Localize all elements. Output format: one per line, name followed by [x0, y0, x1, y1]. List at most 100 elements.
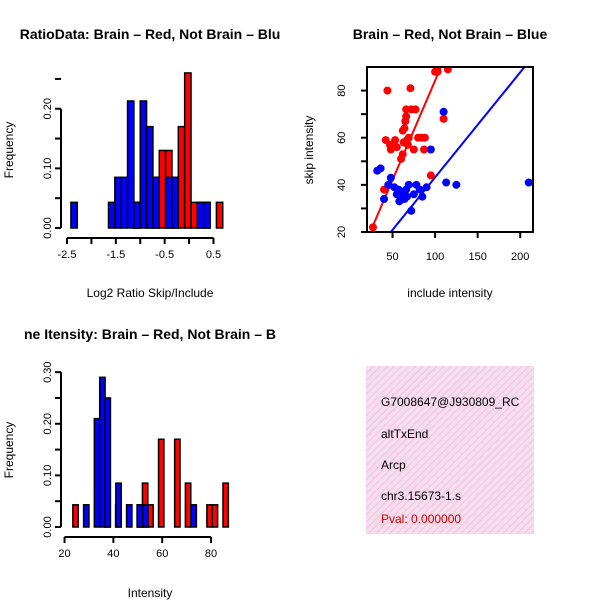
bar-red-11 [222, 482, 230, 528]
bar-blue-4 [126, 100, 135, 229]
scatter-ylabel: skip intensity [302, 116, 316, 185]
scatter-x-tick-label-1: 100 [426, 251, 444, 263]
bar-blue-9 [164, 176, 173, 229]
point-red-9 [398, 150, 407, 159]
bar-blue-5 [125, 504, 133, 528]
info-gene: Arcp [381, 458, 406, 472]
bar-blue-1 [93, 417, 101, 528]
scatter-xlabel: include intensity [407, 286, 492, 300]
ratio-histogram-ylabel: Frequency [2, 122, 16, 179]
point-blue-13 [403, 192, 412, 201]
info-panel-box: G7008647@J930809_RC altTxEnd Arcp chr3.1… [366, 366, 534, 534]
scatter-y-tick-label-3: 80 [336, 84, 348, 96]
scatter-y-tick-label-2: 60 [336, 132, 348, 144]
info-pval: Pval: 0.000000 [381, 512, 461, 526]
bar-blue-8 [190, 504, 198, 528]
bar-blue-6 [136, 504, 144, 528]
bar-blue-6 [139, 100, 148, 229]
point-blue-4 [386, 173, 395, 182]
bar-blue-12 [202, 201, 211, 229]
point-blue-2 [380, 195, 389, 203]
point-red-26 [420, 133, 429, 142]
point-blue-14 [404, 180, 413, 189]
scatter-y-tick-label-1: 40 [336, 179, 348, 191]
scatter-title: Brain – Red, Not Brain – Blue [353, 26, 548, 42]
scatter-marks [368, 67, 533, 232]
bar-red-6 [177, 125, 186, 229]
point-blue-15 [407, 206, 416, 215]
info-panel: G7008647@J930809_RC altTxEnd Arcp chr3.1… [366, 366, 534, 534]
intensity-histogram-ylabel: Frequency [2, 422, 16, 479]
fit-line-blue [390, 67, 526, 232]
bar-red-0 [72, 504, 79, 528]
bar-blue-4 [115, 482, 122, 528]
point-red-7 [392, 143, 401, 152]
x-tick-label-0: -2.5 [58, 249, 77, 261]
x-tick-label-2: -0.5 [155, 249, 174, 261]
bar-blue-7 [145, 125, 154, 229]
point-blue-1 [376, 164, 385, 173]
bar-blue-2 [114, 176, 122, 229]
bar-blue-0 [82, 504, 90, 528]
bar-blue-3 [120, 176, 129, 229]
point-blue-22 [439, 107, 448, 116]
y-tick-label-3: 0.30 [42, 361, 54, 382]
point-red-3 [383, 86, 392, 95]
intensity-scatter: Brain – Red, Not Brain – Blue 50 100 150 20… [302, 26, 547, 300]
point-blue-25 [524, 178, 533, 187]
bar-blue-11 [196, 201, 205, 229]
intensity-histogram-xlabel: Intensity [128, 586, 173, 600]
intensity-histogram-bars [72, 376, 230, 528]
x-tick-label-1: -1.5 [106, 249, 125, 261]
ratio-histogram-axes: 0.00 0.10 0.20 -2.5 -1.5 -0.5 0.5 [42, 77, 221, 261]
ratio-histogram-title: RatioData: Brain – Red, Not Brain – Blu [20, 26, 281, 42]
point-blue-19 [418, 192, 427, 201]
bar-blue-0 [70, 201, 79, 229]
bar-blue-1 [107, 201, 116, 229]
y-tick-label-0: 0.00 [42, 516, 54, 537]
point-blue-23 [442, 178, 451, 187]
point-red-31 [443, 67, 452, 74]
y-tick-label-1: 0.10 [42, 465, 54, 486]
point-blue-20 [422, 183, 431, 192]
point-red-30 [439, 114, 448, 123]
x-tick-label-3: 0.5 [206, 249, 221, 261]
point-red-22 [411, 105, 420, 114]
info-id: G7008647@J930809_RC [381, 395, 520, 409]
bar-red-10 [211, 504, 219, 528]
point-blue-24 [452, 180, 461, 189]
bar-red-7 [183, 72, 192, 229]
scatter-x-tick-label-2: 150 [468, 251, 486, 263]
intensity-histogram-title: ne Itensity: Brain – Red, Not Brain – B [24, 326, 276, 342]
point-red-6 [391, 136, 400, 145]
point-red-17 [403, 140, 412, 149]
point-red-14 [402, 112, 411, 121]
bar-blue-8 [152, 176, 161, 229]
x-tick-label-3: 80 [205, 548, 217, 560]
x-tick-label-0: 20 [58, 548, 70, 560]
bar-blue-5 [133, 201, 141, 229]
point-red-21 [409, 145, 418, 154]
ratio-histogram-xlabel: Log2 Ratio Skip/Include [87, 286, 214, 300]
point-red-18 [404, 133, 413, 142]
bar-red-8 [184, 482, 192, 528]
point-red-12 [400, 124, 409, 133]
bar-red-6 [157, 438, 165, 528]
scatter-x-tick-label-0: 50 [386, 251, 398, 263]
scatter-y-tick-label-0: 20 [336, 226, 348, 238]
y-tick-label-0: 0.00 [42, 217, 54, 238]
bar-blue-2 [98, 376, 106, 528]
bar-blue-10 [171, 176, 180, 229]
point-red-0 [368, 223, 377, 232]
bar-red-3 [158, 149, 167, 229]
info-event-type: altTxEnd [381, 427, 428, 441]
bar-red-11 [215, 201, 224, 229]
info-location: chr3.15673-1.s [381, 489, 461, 503]
point-red-29 [433, 67, 442, 76]
bar-blue-7 [141, 504, 149, 528]
intensity-histogram-axes: 0.00 0.10 0.20 0.30 20 40 60 80 [42, 361, 217, 560]
y-tick-label-2: 0.20 [42, 413, 54, 434]
scatter-frame [366, 66, 534, 233]
point-blue-21 [426, 145, 435, 154]
